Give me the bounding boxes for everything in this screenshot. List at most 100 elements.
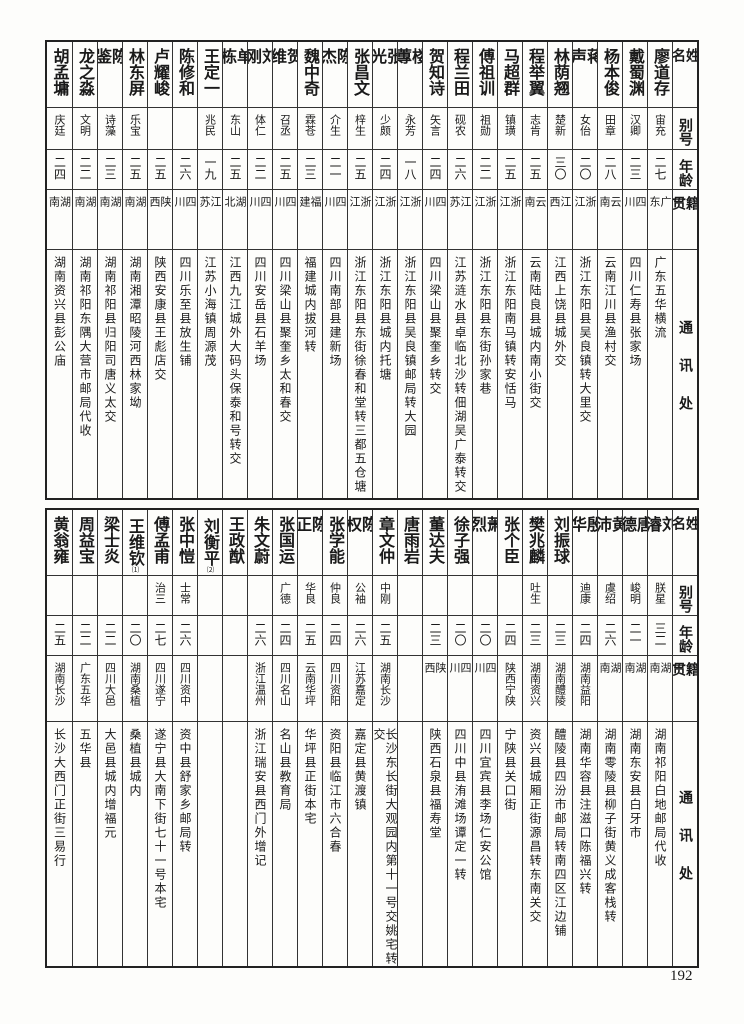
name-cell: 章文仲 [373,510,397,576]
origin-cell: 浙江 [473,190,497,250]
origin-cell: 湖南 [98,190,122,250]
age-cell: 二七 [148,616,172,656]
table-row: 萧烈 二〇 四川 四川宜宾县李场仁安公馆 [472,510,497,966]
name-cell: 蒋声 [573,42,597,108]
name-cell: 廖道存 [648,42,672,108]
alias-cell [123,576,147,616]
table-row: 张个臣 二四 陕西宁陕 宁陕县关口街 [497,510,522,966]
address-text: 四川梁山县聚奎乡转交 [428,256,442,396]
name-text: 张昌文 [351,48,370,96]
name-cell: 黄翁雍 [47,510,72,576]
address-cell: 华坪县正街本宅 [298,722,322,966]
header-age-label: 年龄 [677,158,693,187]
address-text: 四川宜宾县李场仁安公馆 [478,728,492,882]
alias-cell: 虞绍 [598,576,622,616]
table-row: 贺知诗 矢言 二四 四川 四川梁山县聚奎乡转交 [422,42,447,498]
address-text: 四川南部县建新场 [328,256,342,368]
age-cell: 二〇 [123,616,147,656]
name-text: 傅祖训 [476,48,495,96]
alias-cell: 宙充 [648,108,672,150]
table-row: 单栋 东山 二五 湖北 江西九江城外大码头保泰和号转交 [222,42,247,498]
alias-text: 女佁 [578,114,592,136]
alias-cell: 镇璜 [498,108,522,150]
alias-cell [98,576,122,616]
name-cell: 唐雨岩 [398,510,422,576]
address-text: 云南江川县渔村交 [603,256,617,368]
address-cell: 陕西石泉县福寿堂 [423,722,447,966]
address-text: 四川梁山县聚奎乡太和春交 [278,256,292,424]
name-text: 王定一 [201,48,220,96]
age-text: 二六 [178,156,192,180]
table-row: 傅祖训 祖勋 二二 浙江 浙江东阳县东街孙家巷 [472,42,497,498]
origin-cell: 陕西宁陕 [498,656,522,722]
address-cell: 浙江东阳县吴良镇邮局转大园 [398,250,422,498]
origin-text: 江西 [548,196,572,235]
table-row: 廖道存 宙充 二七 广东 广东五华横流 [647,42,672,498]
alias-text: 乐宝 [128,114,142,136]
name-cell: 刘刚 [248,42,272,108]
age-text: 一八 [403,156,417,180]
header-column: 姓名 别号 年龄 籍贯 通讯处 [672,510,697,966]
name-text: 楼蓴 [398,48,422,82]
alias-text: 楚新 [553,114,567,136]
name-text: 程兰田 [451,48,470,96]
address-text: 湖南祁阳东隅大营市邮局代收 [78,256,92,438]
name-cell: 殷华 [573,510,597,576]
table-row: 傅孟甫 治三 二七 四川遂宁 遂宁县大南下街七十一号本宅 [147,510,172,966]
address-text: 湖南零陵县柳子街黄义成客栈转 [603,728,617,924]
alias-cell: 乐宝 [123,108,147,150]
name-cell: 樊兆麟 [523,510,547,576]
address-text: 五华县 [78,728,92,770]
origin-cell: 四川 [323,190,347,250]
origin-cell: 江苏 [448,190,472,250]
header-alias-label: 别号 [677,584,693,613]
alias-cell: 迪康 [573,576,597,616]
address-text: 浙江东阳南马镇转安恬马 [503,256,517,410]
alias-cell: 东山 [223,108,247,150]
age-text: 二四 [378,156,392,180]
table-row: 程兰田 砚农 二六 江苏 江苏涟水县卓临北沙转佃湖吴广泰转交 [447,42,472,498]
name-cell: 卢耀峻 [148,42,172,108]
origin-text: 四川 [423,196,447,235]
name-text: 董达夫 [426,516,445,564]
address-text: 江苏小海镇周源茂 [203,256,217,368]
age-cell: 二四 [373,150,397,190]
address-text: 四川仁寿县张家场 [628,256,642,368]
age-text: 二五 [278,156,292,180]
header-address: 通讯处 [673,722,697,966]
origin-text: 湖南 [98,196,122,235]
alias-text: 少颇 [378,114,392,136]
address-text: 湖南华容县注滋口陈福兴转 [578,728,592,896]
address-cell: 四川中县洧滩场谭定一转 [448,722,472,966]
alias-cell [198,576,222,616]
table-row: 唐德 峻明 二一 湖南 湖南东安县白牙市 [622,510,647,966]
name-cell: 贺维 [273,42,297,108]
origin-text: 江苏 [448,196,472,235]
address-cell: 江苏小海镇周源茂 [198,250,222,498]
age-text: 二五 [503,156,517,180]
origin-text: 浙江 [498,196,522,235]
age-text: 二八 [603,156,617,180]
address-cell: 江西上饶县城外交 [548,250,572,498]
address-text: 四川乐至县放生铺 [178,256,192,368]
address-cell: 陕西安康县王彪店交 [148,250,172,498]
name-cell: 张学能 [323,510,347,576]
address-text: 广东五华横流 [653,256,667,340]
address-text: 湖南湘潭昭陵河西林家坳 [128,256,142,410]
name-text: 杨本俊 [601,48,620,96]
table-row: 楼蓴 永芳 一八 浙江 浙江东阳县吴良镇邮局转大园 [397,42,422,498]
alias-cell [448,576,472,616]
name-text: 张学能 [326,516,345,564]
age-cell: 二三 [423,616,447,656]
alias-cell: 治三 [148,576,172,616]
age-cell: 二五 [123,150,147,190]
header-origin: 籍贯 [673,190,697,250]
name-text: 陈修和 [176,48,195,96]
name-cell: 王定一 [198,42,222,108]
origin-cell: 湖南 [123,190,147,250]
origin-cell: 四川 [273,190,297,250]
name-cell: 董达夫 [423,510,447,576]
alias-text: 文明 [78,114,92,136]
name-text: 魏中奇 [301,48,320,96]
address-cell: 四川安岳县石羊场 [248,250,272,498]
